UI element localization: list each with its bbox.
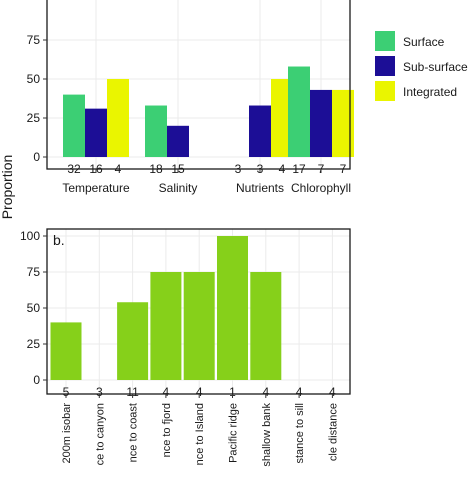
panel-a-category-label: Salinity <box>159 181 198 195</box>
panel-b-ytick-label: 75 <box>27 265 41 279</box>
panel-a-bar <box>271 79 293 157</box>
panel-b-count-label: 4 <box>163 385 170 399</box>
panel-a-frame <box>46 0 351 170</box>
panel-b-bar <box>117 302 149 380</box>
legend-label: Surface <box>403 35 445 49</box>
panel-a-count-label: 18 <box>149 162 163 176</box>
panel-b-category-label: nce to Island <box>194 403 206 465</box>
panel-b-ytick-label: 100 <box>20 229 40 243</box>
panel-a-count-label: 17 <box>292 162 306 176</box>
panel-a-category-label: Nutrients <box>236 181 284 195</box>
panel-b-category-label: ce to canyon <box>94 403 106 465</box>
legend: Surface Sub-surface Integrated <box>375 31 468 101</box>
panel-a-count-label: 3 <box>235 162 242 176</box>
panel-b-category-label: nce to fjord <box>161 403 173 457</box>
panel-b-count-label: 4 <box>262 385 269 399</box>
panel-a-bar <box>332 89 354 157</box>
panel-b-count-label: 4 <box>329 385 336 399</box>
panel-b-bar <box>217 236 248 380</box>
panel-b-ytick-label: 50 <box>27 301 41 315</box>
panel-b-count-label: 5 <box>63 385 70 399</box>
panel-b-ytick-label: 25 <box>27 337 41 351</box>
text-layer: 025507532164Temperature1815Salinity334Nu… <box>20 33 351 467</box>
panel-a-bar <box>107 79 129 157</box>
panel-b-bar <box>250 272 282 380</box>
bars-layer <box>50 66 354 380</box>
panel-b-count-label: 3 <box>96 385 103 399</box>
panel-a-count-label: 32 <box>67 162 81 176</box>
panel-a-bar <box>167 125 189 157</box>
legend-swatch <box>375 56 395 76</box>
panel-a-ytick-label: 50 <box>27 72 41 86</box>
frames-layer <box>46 0 351 395</box>
panel-b-category-label: shallow bank <box>261 403 273 467</box>
panel-a-ytick-label: 0 <box>33 150 40 164</box>
panel-b-ytick-label: 0 <box>33 373 40 387</box>
panel-a-bar <box>145 105 167 157</box>
panel-a-bar <box>249 105 271 157</box>
legend-swatch <box>375 31 395 51</box>
panel-b-frame <box>46 228 351 395</box>
panel-b-label: b. <box>53 232 65 248</box>
legend-label: Integrated <box>403 85 457 99</box>
panel-a-ytick-label: 25 <box>27 111 41 125</box>
panel-b-count-label: 4 <box>296 385 303 399</box>
panel-b-count-label: 4 <box>196 385 203 399</box>
panel-b-category-label: cle distance <box>327 403 339 461</box>
legend-swatch <box>375 81 395 101</box>
panel-a-ytick-label: 75 <box>27 33 41 47</box>
y-axis-label: Proportion <box>0 155 15 220</box>
panel-b-category-label: Pacific ridge <box>228 403 240 463</box>
panel-b-category-label: stance to sill <box>294 403 306 464</box>
panel-a-bar <box>63 94 85 157</box>
panel-b-category-label: 200m isobar <box>61 403 73 464</box>
panel-b-category-label: nce to coast <box>128 403 140 462</box>
panel-b-count-label: 1 <box>229 385 236 399</box>
panel-a-category-label: Chlorophyll <box>291 181 351 195</box>
panel-b-count-label: 11 <box>126 385 139 399</box>
panel-a-bar <box>288 66 310 157</box>
panel-b-bar <box>183 272 215 380</box>
panel-a-bar <box>85 108 107 157</box>
panel-b-bar <box>50 322 82 380</box>
panel-a-count-label: 4 <box>279 162 286 176</box>
panel-a-category-label: Temperature <box>62 181 130 195</box>
panel-a-count-label: 7 <box>340 162 347 176</box>
panel-a-count-label: 4 <box>115 162 122 176</box>
panel-a-bar <box>310 89 332 157</box>
legend-label: Sub-surface <box>403 60 468 74</box>
panel-b-bar <box>150 272 182 380</box>
